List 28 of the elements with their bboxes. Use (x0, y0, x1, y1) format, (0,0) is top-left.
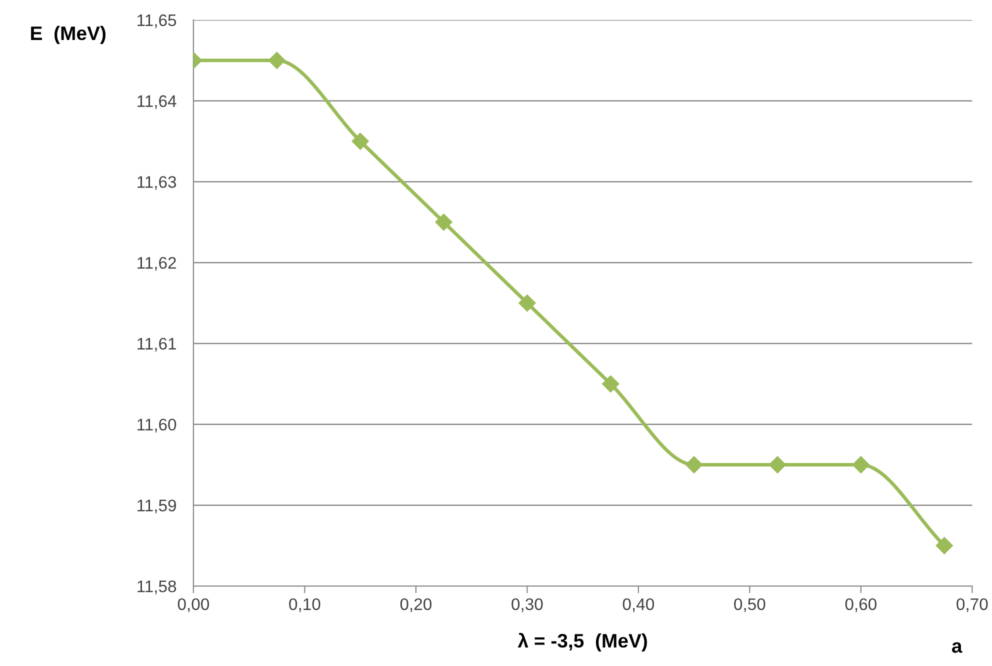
y-tick-label: 11,65 (138, 14, 176, 28)
y-tick-label: 11,63 (138, 176, 176, 190)
y-tick-label: 11,59 (138, 500, 176, 514)
x-tick-label: 0,10 (289, 598, 320, 612)
x-tick-label: 0,40 (622, 598, 654, 612)
x-tick-label: 0,60 (845, 598, 876, 612)
x-axis-title: λ = -3,5 (MeV) (518, 632, 647, 652)
text: a (952, 642, 962, 653)
point (518, 294, 536, 312)
point (768, 456, 786, 474)
point (602, 375, 620, 392)
y-tick-label: 11,64 (138, 95, 176, 110)
point (352, 132, 369, 150)
y-axis-title: E (MeV) (31, 26, 106, 44)
point (852, 456, 870, 474)
x-tick-label: 0,70 (956, 598, 988, 612)
point (435, 214, 452, 231)
y-tick-label: 11,58 (138, 580, 176, 594)
x-tick-label: 0,20 (400, 598, 432, 612)
y-tick-label: 11,61 (138, 338, 176, 352)
y-tick-label: 11,62 (138, 256, 176, 271)
x-tick-label: 0,00 (178, 598, 210, 612)
y-tick-label: 11,60 (138, 418, 176, 433)
x-tick-label: 0,30 (512, 598, 543, 612)
point (685, 456, 703, 474)
x-tick-label: 0,50 (734, 598, 766, 612)
point (268, 52, 286, 69)
point (936, 537, 953, 554)
